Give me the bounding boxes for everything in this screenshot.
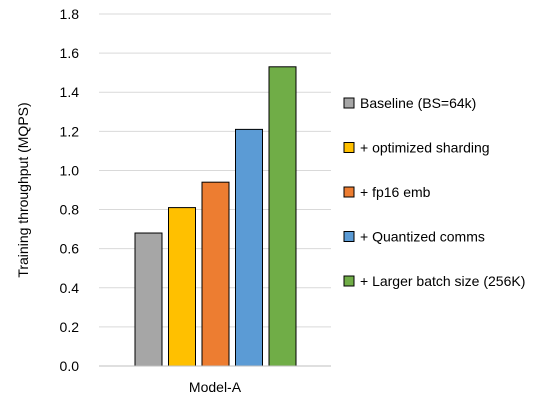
legend-label: Baseline (BS=64k) — [360, 95, 476, 111]
y-tick-label: 0.2 — [60, 319, 80, 335]
legend-item: + Quantized comms — [343, 229, 485, 245]
y-tick-label: 0.4 — [60, 280, 80, 296]
y-tick-label: 1.2 — [60, 123, 80, 139]
legend-label: + fp16 emb — [360, 184, 431, 200]
bar — [235, 128, 263, 367]
legend-swatch — [343, 231, 355, 242]
y-tick-label: 0.6 — [60, 241, 80, 257]
x-category-label: Model-A — [189, 379, 242, 395]
legend-item: + optimized sharding — [343, 140, 490, 156]
y-tick-label: 1.4 — [60, 84, 80, 100]
y-axis-title: Training throughput (MQPS) — [15, 102, 31, 277]
legend-label: + Quantized comms — [360, 229, 485, 245]
y-tick-label: 0.8 — [60, 202, 80, 218]
legend-swatch — [343, 142, 355, 153]
bar — [201, 181, 230, 367]
legend-swatch — [343, 97, 355, 109]
legend-swatch — [343, 275, 355, 287]
legend-item: Baseline (BS=64k) — [343, 95, 476, 111]
legend-label: + optimized sharding — [360, 140, 490, 156]
legend-item: + fp16 emb — [343, 184, 431, 200]
y-tick-label: 0.0 — [60, 358, 80, 374]
bar — [134, 232, 163, 367]
legend-label: + Larger batch size (256K) — [360, 273, 525, 289]
y-tick-label: 1.6 — [60, 45, 80, 61]
legend-swatch — [343, 186, 355, 198]
legend: Baseline (BS=64k) + optimized sharding + f… — [343, 95, 525, 289]
y-axis-ticks: 0.0 0.2 0.4 0.6 0.8 1.0 1.2 1.4 1.6 1.8 — [60, 6, 80, 374]
bar — [268, 66, 297, 367]
y-tick-label: 1.0 — [60, 162, 80, 178]
bar — [168, 207, 196, 367]
y-tick-label: 1.8 — [60, 6, 80, 22]
bars — [134, 66, 297, 367]
legend-item: + Larger batch size (256K) — [343, 273, 525, 289]
